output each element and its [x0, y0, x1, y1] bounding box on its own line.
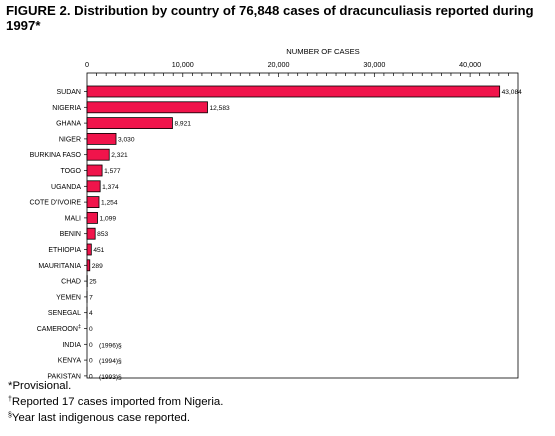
- category-label: MAURITANIA: [38, 263, 81, 270]
- data-label: 853: [97, 231, 108, 238]
- figure-title: FIGURE 2. Distribution by country of 76,…: [6, 3, 534, 33]
- category-label: CAMEROON‡: [37, 324, 81, 333]
- category-label: GHANA: [56, 121, 81, 128]
- category-label: PAKISTAN: [47, 373, 81, 380]
- data-label: 43,084: [502, 89, 523, 96]
- category-label: INDIA: [62, 342, 81, 349]
- category-label: MALI: [65, 215, 81, 222]
- category-label: NIGER: [59, 136, 81, 143]
- bar: [86, 196, 100, 209]
- footnotes: *Provisional. †Reported 17 cases importe…: [8, 380, 223, 425]
- last-case-year-note: (1993)§: [99, 374, 122, 381]
- footnote-provisional: *Provisional.: [8, 380, 72, 392]
- category-label: KENYA: [58, 358, 82, 365]
- data-label: 1,577: [104, 168, 121, 175]
- data-label: 3,030: [118, 136, 135, 143]
- data-label: 8,921: [174, 121, 191, 128]
- bar: [86, 259, 91, 272]
- data-label: 0: [89, 373, 93, 380]
- bar: [86, 243, 92, 256]
- bar: [86, 164, 103, 177]
- last-case-year-note: (1996)§: [99, 342, 122, 349]
- data-label: 1,099: [100, 215, 117, 222]
- data-label: 451: [93, 247, 104, 254]
- bar: [86, 211, 98, 224]
- data-label: 25: [89, 279, 97, 286]
- footnote-last-case: §Year last indigenous case reported.: [8, 412, 191, 424]
- x-axis-title: NUMBER OF CASES: [286, 47, 359, 56]
- axes: 0 10,000 20,000 30,000 40,000 SUDAN NIGERIA GHA…: [29, 60, 519, 380]
- bar: [86, 180, 101, 193]
- footnote-imported: †Reported 17 cases imported from Nigeria…: [8, 396, 224, 408]
- data-label: 12,583: [210, 105, 231, 112]
- data-label: 4: [89, 310, 93, 317]
- x-tick-label: 0: [85, 60, 89, 69]
- data-label: 2,321: [111, 152, 128, 159]
- data-label: 0: [89, 326, 93, 333]
- category-label: ETHIOPIA: [48, 247, 81, 254]
- bar: [86, 117, 173, 129]
- category-label: COTE D'IVOIRE: [29, 200, 81, 207]
- x-tick-label: 10,000: [172, 60, 194, 69]
- data-label: 1,254: [101, 200, 118, 207]
- bars: 43,084 12,583 8,921 3,030 2,321 1,577 1,374 1,2…: [86, 85, 523, 381]
- category-footnote-mark: ‡: [78, 324, 81, 330]
- data-label: 7: [89, 294, 93, 301]
- category-label: BENIN: [60, 231, 81, 238]
- category-label: YEMEN: [56, 294, 81, 301]
- category-label: UGANDA: [51, 184, 81, 191]
- category-label: TOGO: [61, 168, 82, 175]
- data-label: 0: [89, 358, 93, 365]
- bar: [86, 148, 110, 161]
- last-case-year-note: (1994)§: [99, 358, 122, 365]
- bar: [86, 227, 96, 240]
- bar: [86, 85, 501, 98]
- bar: [86, 101, 208, 114]
- data-label: 1,374: [102, 184, 119, 191]
- category-label: NIGERIA: [52, 105, 81, 112]
- plot-frame: [86, 72, 519, 379]
- bar: [86, 132, 117, 145]
- data-label: 289: [92, 263, 103, 270]
- category-label: BURKINA FASO: [30, 152, 82, 159]
- x-tick-label: 30,000: [363, 60, 385, 69]
- category-label: CHAD: [61, 279, 81, 286]
- x-tick-label: 40,000: [459, 60, 481, 69]
- x-tick-label: 20,000: [268, 60, 290, 69]
- category-label: SUDAN: [56, 89, 81, 96]
- category-label: SENEGAL: [48, 310, 81, 317]
- data-label: 0: [89, 342, 93, 349]
